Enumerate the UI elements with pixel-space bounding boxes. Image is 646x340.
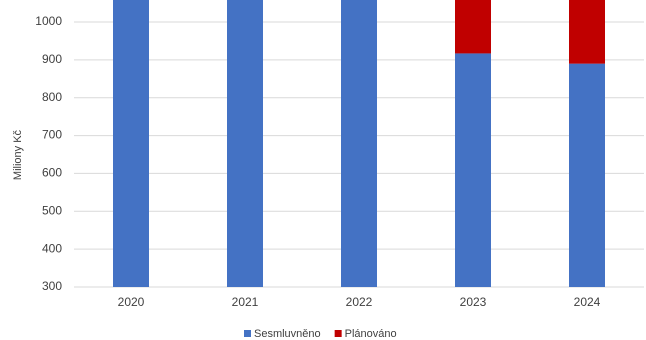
bar-segment	[569, 0, 605, 64]
legend-label: Plánováno	[345, 328, 397, 340]
legend-label: Sesmluvněno	[254, 328, 321, 340]
bar-segment	[455, 53, 491, 287]
bar-segment	[227, 0, 263, 287]
y-tick-label: 600	[42, 166, 62, 180]
y-tick-label: 300	[42, 279, 62, 293]
bar-segment	[569, 63, 605, 288]
y-tick-label: 800	[42, 90, 62, 104]
x-tick-label: 2022	[346, 295, 373, 309]
y-tick-label: 400	[42, 241, 62, 255]
x-tick-label: 2023	[460, 295, 487, 309]
x-tick-label: 2024	[574, 295, 601, 309]
y-axis-label: Miliony Kč	[12, 129, 24, 180]
bar-segment	[113, 0, 149, 287]
bar-segment	[341, 0, 377, 288]
y-tick-label: 1000	[35, 14, 62, 28]
y-tick-label: 900	[42, 52, 62, 66]
x-tick-label: 2020	[118, 295, 145, 309]
legend-swatch	[244, 330, 251, 337]
x-tick-label: 2021	[232, 295, 259, 309]
y-tick-label: 500	[42, 203, 62, 217]
bar-segment	[455, 0, 491, 54]
legend-swatch	[334, 330, 342, 337]
y-tick-label: 700	[42, 128, 62, 142]
